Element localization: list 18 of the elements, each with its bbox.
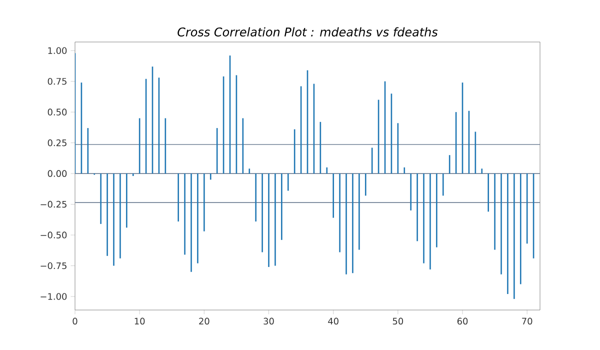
y-tick-label: −0.75 xyxy=(40,262,66,270)
y-tick-label: 0.00 xyxy=(48,170,67,177)
x-tick-label: 20 xyxy=(199,318,210,325)
x-tick-label: 10 xyxy=(134,318,145,325)
y-tick-label: −0.25 xyxy=(40,200,66,208)
y-tick-label: 1.00 xyxy=(48,47,67,54)
y-tick-label: −1.00 xyxy=(40,293,67,300)
y-tick-label: 0.50 xyxy=(48,108,67,116)
x-tick-label: 60 xyxy=(457,318,468,325)
x-tick-label: 0 xyxy=(72,318,78,325)
x-tick-label: 40 xyxy=(328,318,338,325)
chart-title: Cross Correlation Plot : mdeaths vs fdeaths xyxy=(178,27,438,37)
x-tick-label: 70 xyxy=(522,318,532,325)
y-tick-label: 0.25 xyxy=(48,139,66,146)
x-tick-label: 30 xyxy=(264,318,274,325)
x-tick-label: 50 xyxy=(392,318,404,325)
y-tick-label: 0.75 xyxy=(48,78,66,85)
y-tick-label: −0.50 xyxy=(40,232,67,238)
